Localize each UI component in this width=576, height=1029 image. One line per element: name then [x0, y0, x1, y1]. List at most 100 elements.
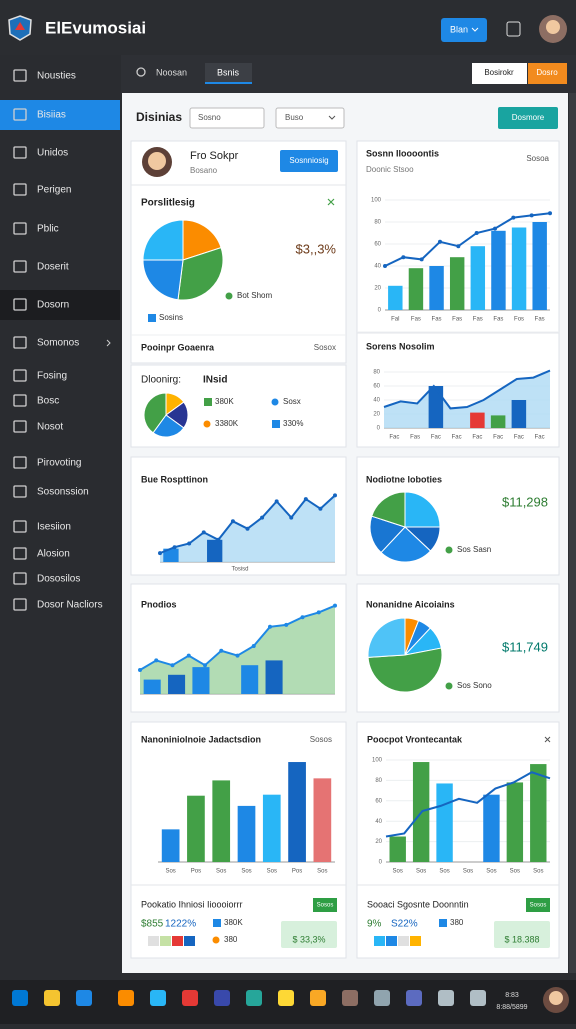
taskbar-icon[interactable] [150, 990, 166, 1006]
legend-label: 380K [224, 918, 243, 927]
select-label: Buso [285, 113, 304, 122]
toolbar-button[interactable] [472, 63, 527, 84]
bar [530, 764, 547, 862]
x-tick-label: Fas [411, 317, 421, 323]
brand: ElEvumosiai [45, 18, 146, 37]
line-marker [235, 653, 240, 658]
y-tick-label: 100 [372, 758, 383, 764]
x-tick-label: Pos [191, 869, 201, 875]
clock-time: 8:83 [505, 992, 519, 999]
panel-button[interactable] [498, 107, 558, 129]
line-marker [493, 226, 497, 231]
sidebar-item[interactable]: Nousties [37, 71, 76, 82]
close-icon[interactable] [544, 736, 551, 743]
x-tick-label: Fac [452, 435, 462, 441]
taskbar-icon[interactable] [374, 990, 390, 1006]
sidebar-item[interactable]: Unidos [37, 148, 68, 159]
y-tick-label: 40 [374, 264, 381, 270]
line-marker [138, 668, 142, 672]
x-tick-label: Sos [241, 869, 251, 875]
x-tick-label: Fas [535, 317, 545, 323]
line-marker [260, 515, 265, 520]
scrollbar [569, 93, 576, 973]
stat: $855 [141, 919, 164, 930]
taskbar-icon[interactable] [214, 990, 230, 1006]
y-tick-label: 0 [378, 308, 382, 314]
header-button[interactable] [441, 18, 487, 42]
taskbar-icon[interactable] [182, 990, 198, 1006]
sidebar-item[interactable]: Sosonssion [37, 487, 89, 498]
taskbar-icon[interactable] [12, 990, 28, 1006]
sidebar-item[interactable]: Alosion [37, 549, 70, 560]
taskbar-icon[interactable] [310, 990, 326, 1006]
x-tick-label: Fac [535, 435, 545, 441]
bar [449, 257, 465, 310]
pie-slice [380, 526, 432, 563]
select[interactable] [275, 107, 345, 129]
sidebar-item[interactable]: Bosc [37, 396, 59, 407]
line [385, 771, 551, 838]
bar [483, 794, 500, 862]
close-icon[interactable] [327, 198, 335, 206]
sidebar-item[interactable]: Doserit [37, 262, 69, 273]
sidebar-item[interactable]: Perigen [37, 185, 71, 196]
sidebar-item[interactable]: Dosor Nacliors [37, 600, 103, 611]
y-tick-label: 0 [379, 860, 383, 866]
bar [187, 795, 205, 862]
taskbar-icon[interactable] [118, 990, 134, 1006]
taskbar-icon[interactable] [44, 990, 60, 1006]
sidebar-item[interactable]: Isesiion [37, 522, 71, 533]
line-marker [268, 624, 272, 629]
stat: S22% [391, 919, 418, 930]
sidebar-item[interactable]: Nosot [37, 422, 63, 433]
taskbar-icon[interactable] [470, 990, 486, 1006]
legend-label: Sos Sono [457, 681, 492, 690]
line-marker [303, 497, 308, 502]
y-tick-label: 60 [373, 384, 380, 390]
swatch [398, 936, 409, 946]
y-tick-label: 80 [374, 220, 381, 226]
y-tick-label: 60 [374, 242, 381, 248]
bar [470, 412, 485, 428]
taskbar-icon[interactable] [342, 990, 358, 1006]
sidebar-item[interactable]: Dosorn [37, 300, 69, 311]
swatch [374, 936, 385, 946]
sidebar-icon [13, 260, 27, 273]
taskbar-icon[interactable] [438, 990, 454, 1006]
pie-slice [143, 392, 167, 434]
sidebar-icon [13, 222, 27, 235]
taskbar-icon[interactable] [278, 990, 294, 1006]
tab-underline [205, 82, 252, 84]
toolbar-button[interactable] [528, 63, 567, 84]
pie-slice [142, 219, 184, 261]
taskbar-icon[interactable] [76, 990, 92, 1006]
card-title: Nanoniniolnoie Jadactsdion [141, 734, 261, 744]
y-tick-label: 40 [375, 819, 382, 825]
legend-swatch [148, 314, 156, 322]
sidebar-item[interactable]: Somonos [37, 338, 79, 349]
card-title: Sosnn Iloooontis [366, 148, 439, 158]
swatch [410, 936, 421, 946]
taskbar-icon[interactable] [406, 990, 422, 1006]
x-tick-label: Sos [510, 869, 520, 875]
bar [511, 227, 527, 310]
tab[interactable] [205, 63, 252, 84]
bar [506, 782, 524, 862]
sidebar-item[interactable]: Dososilos [37, 574, 80, 585]
profile-face [148, 152, 166, 170]
taskbar-icon[interactable] [246, 990, 262, 1006]
help-icon[interactable] [506, 21, 521, 37]
search-input[interactable] [189, 107, 265, 129]
x-tick-label: Fal [391, 317, 399, 323]
bar [436, 783, 453, 862]
sidebar-item[interactable]: Fosing [37, 371, 67, 382]
bar [265, 660, 283, 694]
sidebar-item[interactable]: Pirovoting [37, 458, 81, 469]
legend-swatch [271, 398, 279, 406]
stat: 9% [367, 919, 382, 930]
sidebar-item[interactable]: Pblic [37, 224, 59, 235]
profile-button[interactable] [280, 150, 338, 172]
sidebar-item[interactable]: Bisiias [37, 110, 66, 121]
header-button-label: Blan [450, 24, 468, 34]
line-marker [548, 211, 552, 216]
